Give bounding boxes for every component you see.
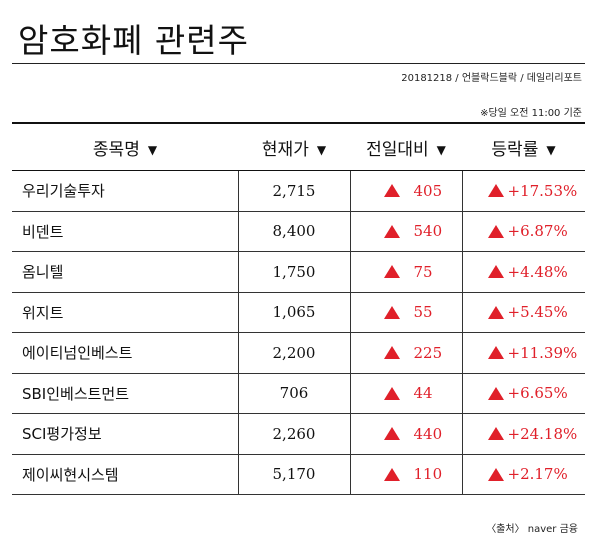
stock-name: 비덴트 [12, 211, 239, 252]
stock-name: 옴니텔 [12, 251, 239, 293]
triangle-up-icon [487, 467, 504, 481]
stock-table: 종목명 ▼ 현재가 ▼ 전일대비 ▼ 등락률 ▼ 우리기술투자 2,715 405 +17.5… [12, 122, 585, 495]
header-name-label: 종목명 [92, 139, 140, 160]
triangle-up-icon [383, 467, 400, 481]
rate-cell: +6.65% [462, 373, 585, 414]
triangle-up-icon [383, 265, 400, 279]
triangle-up-icon [383, 386, 400, 400]
triangle-up-icon [383, 305, 400, 319]
report-meta: 20181218 / 언블락드블락 / 데일리리포트 [401, 73, 582, 84]
rate-value: +24.18% [507, 424, 578, 443]
current-price: 2,260 [238, 413, 351, 455]
rate-cell: +11.39% [462, 332, 585, 374]
change-value: 540 [413, 222, 443, 241]
current-price: 1,750 [238, 251, 351, 293]
change-value: 440 [413, 424, 443, 443]
triangle-down-icon[interactable]: ▼ [316, 142, 327, 157]
stock-table-container: 종목명 ▼ 현재가 ▼ 전일대비 ▼ 등락률 ▼ 우리기술투자 2,715 405 +17.5… [12, 122, 585, 495]
rate-value: +17.53% [507, 181, 578, 200]
title-divider [12, 63, 585, 64]
table-header-row: 종목명 ▼ 현재가 ▼ 전일대비 ▼ 등락률 ▼ [12, 122, 585, 171]
rate-value: +6.87% [507, 222, 568, 241]
triangle-up-icon [487, 265, 504, 279]
stock-name: 에이티넘인베스트 [12, 332, 239, 374]
rate-cell: +2.17% [462, 454, 585, 495]
header-rate[interactable]: 등락률 ▼ [462, 122, 585, 171]
stock-name: SBI인베스트먼트 [12, 373, 239, 414]
time-basis-note: ※당일 오전 11:00 기준 [480, 108, 582, 119]
stock-name: SCI평가정보 [12, 413, 239, 455]
rate-value: +2.17% [507, 465, 568, 484]
change-value: 405 [413, 181, 443, 200]
table-row: 우리기술투자 2,715 405 +17.53% [12, 170, 585, 212]
current-price: 5,170 [238, 454, 351, 495]
rate-value: +11.39% [507, 343, 578, 362]
table-row: 에이티넘인베스트 2,200 225 +11.39% [12, 332, 585, 374]
triangle-down-icon[interactable]: ▼ [147, 142, 158, 157]
table-row: SBI인베스트먼트 706 44 +6.65% [12, 373, 585, 414]
stock-name: 제이씨현시스템 [12, 454, 239, 495]
change-value: 110 [413, 465, 443, 484]
current-price: 2,715 [238, 170, 351, 212]
triangle-up-icon [487, 224, 504, 238]
triangle-up-icon [383, 224, 400, 238]
rate-cell: +17.53% [462, 170, 585, 212]
current-price: 1,065 [238, 292, 351, 333]
triangle-up-icon [383, 427, 400, 441]
table-row: 위지트 1,065 55 +5.45% [12, 292, 585, 333]
change-cell: 440 [350, 413, 463, 455]
table-row: 비덴트 8,400 540 +6.87% [12, 211, 585, 252]
rate-value: +4.48% [507, 262, 568, 281]
rate-cell: +4.48% [462, 251, 585, 293]
header-price-label: 현재가 [261, 139, 309, 160]
rate-cell: +24.18% [462, 413, 585, 455]
stock-name: 위지트 [12, 292, 239, 333]
current-price: 706 [238, 373, 351, 414]
header-change-label: 전일대비 [366, 139, 429, 160]
change-cell: 110 [350, 454, 463, 495]
change-cell: 225 [350, 332, 463, 374]
change-cell: 405 [350, 170, 463, 212]
change-cell: 44 [350, 373, 463, 414]
triangle-up-icon [487, 305, 504, 319]
triangle-up-icon [383, 184, 400, 198]
rate-value: +6.65% [507, 384, 568, 403]
page-title: 암호화폐 관련주 [18, 21, 250, 60]
table-row: SCI평가정보 2,260 440 +24.18% [12, 413, 585, 455]
current-price: 2,200 [238, 332, 351, 374]
header-rate-label: 등락률 [491, 139, 539, 160]
change-cell: 540 [350, 211, 463, 252]
rate-cell: +5.45% [462, 292, 585, 333]
current-price: 8,400 [238, 211, 351, 252]
header-name[interactable]: 종목명 ▼ [12, 122, 238, 171]
table-row: 제이씨현시스템 5,170 110 +2.17% [12, 454, 585, 495]
source-note: 〈출처〉 naver 금융 [486, 524, 578, 535]
change-cell: 75 [350, 251, 463, 293]
table-row: 옴니텔 1,750 75 +4.48% [12, 251, 585, 293]
triangle-up-icon [383, 346, 400, 360]
header-change[interactable]: 전일대비 ▼ [350, 122, 462, 171]
triangle-up-icon [487, 386, 504, 400]
triangle-down-icon[interactable]: ▼ [436, 142, 446, 157]
triangle-up-icon [487, 427, 504, 441]
stock-name: 우리기술투자 [12, 170, 239, 212]
rate-value: +5.45% [507, 303, 568, 322]
triangle-down-icon[interactable]: ▼ [546, 142, 556, 157]
change-value: 225 [413, 343, 443, 362]
triangle-up-icon [487, 346, 504, 360]
change-value: 55 [413, 303, 433, 322]
triangle-up-icon [487, 184, 504, 198]
change-value: 75 [413, 262, 433, 281]
header-price[interactable]: 현재가 ▼ [238, 122, 350, 171]
change-value: 44 [413, 384, 433, 403]
change-cell: 55 [350, 292, 463, 333]
rate-cell: +6.87% [462, 211, 585, 252]
